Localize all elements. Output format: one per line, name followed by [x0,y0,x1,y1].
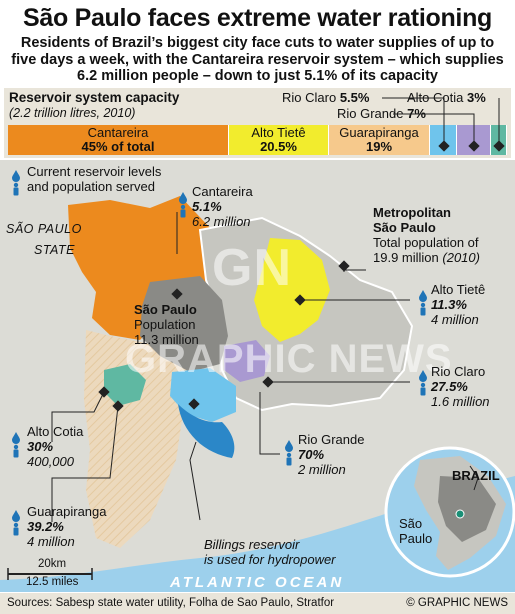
copyright-text: © GRAPHIC NEWS [406,597,508,609]
metro-label: Metropolitan São Paulo Total population … [373,205,480,265]
segment-value: 20.5% [260,139,297,154]
water-drop-person-icon [11,432,21,458]
capacity-title: Reservoir system capacity [9,90,180,105]
footer-band [0,593,515,614]
capacity-segment-cantareira: Cantareira 45% of total [8,125,229,155]
ocean-label: ATLANTIC OCEAN [170,574,345,591]
legend-text: Current reservoir levels and population … [27,164,162,194]
state-label: SÃO PAULO [6,222,82,236]
rio-grande-region [224,340,270,382]
cantareira-region [68,196,230,340]
brazil-shape [438,476,496,542]
water-drop-person-icon [11,510,21,536]
reservoir-label-guarapiranga: Guarapiranga 39.2% 4 million [27,504,107,549]
capacity-segment-alto-tiete: Alto Tietê 20.5% [229,125,329,155]
segment-value: 45% of total [81,139,155,154]
inset-country-label: BRAZIL [452,468,500,483]
water-drop-person-icon [11,170,21,196]
rio-claro-capacity-label: Rio Claro 5.5% [282,90,370,105]
inset-city-dot [455,509,465,519]
watermark-text: GRAPHIC NEWS [125,337,453,381]
billings-label: Billings reservoir is used for hydropowe… [204,537,336,567]
capacity-leader-lines [382,97,505,152]
rio-claro-region [170,368,236,422]
reservoir-label-cantareira: Cantareira 5.1% 6.2 million [192,184,253,229]
page-subtitle: Residents of Brazil’s biggest city face … [11,35,504,84]
segment-value: 19% [365,139,393,154]
water-drop-person-icon [284,440,294,466]
ocean-area [0,476,515,592]
water-drop-person-icon [178,192,188,218]
reservoir-label-alto-tiete: Alto Tietê 11.3% 4 million [431,282,486,327]
reservoir-label-rio-grande: Rio Grande 70% 2 million [298,432,365,477]
inset-city-label: São Paulo [399,516,433,546]
diamond-marker-icon [438,140,505,152]
segment-name: Cantareira [87,125,149,140]
segment-name: Guarapiranga [339,125,419,140]
city-area [140,276,228,372]
state-label: STATE [34,243,75,257]
scale-bar [7,568,93,580]
map-leader-lines [51,212,479,522]
capacity-note: (2.2 trillion litres, 2010) [9,106,136,120]
reservoir-label-alto-cotia: Alto Cotia 30% 400,000 [27,424,84,469]
city-label: São Paulo Population 11.3 million [134,302,199,347]
segment-name: Alto Tietê [251,125,306,140]
scale-mi-label: 12.5 miles [26,576,79,588]
alto-cotia-region [104,364,146,406]
capacity-segment-guarapiranga: Guarapiranga 19% [329,125,430,155]
watermark-logo: GN [212,239,292,297]
billings-reservoir [178,404,235,458]
water-drop-person-icon [418,370,428,396]
alto-tiete-region [254,238,330,342]
metro-map [0,160,515,592]
page-title: São Paulo faces extreme water rationing [22,4,493,32]
sources-text: Sources: Sabesp state water utility, Fol… [7,597,335,609]
reservoir-label-rio-claro: Rio Claro 27.5% 1.6 million [431,364,490,409]
scale-km-label: 20km [38,558,67,570]
water-drop-person-icon [418,290,428,316]
